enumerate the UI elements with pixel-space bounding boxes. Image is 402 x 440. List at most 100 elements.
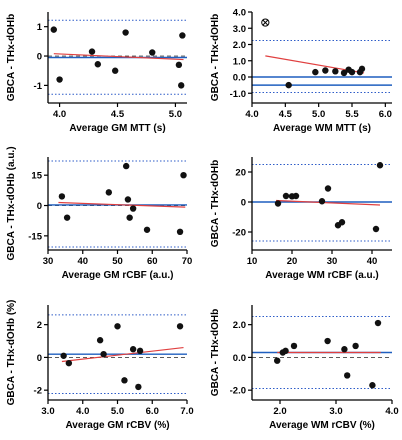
data-point bbox=[129, 205, 137, 212]
y-tick-label: 3.0 bbox=[233, 24, 246, 35]
y-tick-label: -15 bbox=[28, 231, 42, 242]
data-point bbox=[122, 162, 130, 170]
y-axis-label: GBCA - THx-dOHb bbox=[210, 160, 221, 247]
x-tick-label: 60 bbox=[147, 256, 158, 267]
panel-6: -2.0 0.0 2.0 2.0 3.0 4.0 Average WM rCBV (%) GB… bbox=[210, 305, 399, 431]
x-tick-label: 5.5 bbox=[345, 109, 359, 120]
data-point bbox=[63, 214, 71, 221]
x-tick-label: 3.0 bbox=[41, 406, 54, 417]
y-tick-label: 0 bbox=[241, 198, 246, 209]
x-axis-label: Average GM rCBV (%) bbox=[65, 420, 169, 431]
data-point bbox=[322, 67, 329, 74]
y-tick-label: 1.0 bbox=[233, 56, 246, 67]
x-tick-label: 7.0 bbox=[180, 406, 193, 417]
data-point bbox=[274, 200, 282, 207]
data-point bbox=[282, 347, 289, 355]
data-point bbox=[324, 337, 331, 345]
data-point bbox=[149, 49, 156, 56]
x-tick-label: 3.0 bbox=[329, 406, 342, 417]
regression-line bbox=[275, 199, 381, 206]
y-tick-label: 2.0 bbox=[233, 40, 246, 51]
y-tick-label: -2.0 bbox=[230, 386, 246, 397]
panel-5: -2 0 2 3.0 4.0 5.0 6.0 7.0 Average GM rCBV (%) GB… bbox=[6, 300, 194, 431]
data-point bbox=[332, 68, 339, 75]
panel-1: -1 0 1 4.0 4.5 5.0 Average GM MTT (s) GBCA - TH… bbox=[6, 12, 187, 134]
data-point bbox=[58, 193, 66, 200]
data-point bbox=[340, 69, 348, 77]
y-axis-label: GBCA - THx-dOHb bbox=[6, 14, 17, 101]
x-tick-label: 5.0 bbox=[111, 406, 124, 417]
data-point bbox=[65, 359, 73, 367]
x-tick-label: 40 bbox=[367, 256, 378, 267]
x-tick-label: 50 bbox=[112, 256, 123, 267]
y-tick-label: -1 bbox=[34, 81, 43, 92]
y-tick-label: -20 bbox=[232, 228, 246, 239]
data-point bbox=[285, 81, 292, 89]
x-tick-label: 6.0 bbox=[146, 406, 159, 417]
x-tick-label: 4.5 bbox=[279, 109, 293, 120]
outlier-cross bbox=[262, 19, 269, 26]
data-point bbox=[124, 196, 132, 203]
x-tick-label: 30 bbox=[43, 256, 54, 267]
data-point bbox=[94, 61, 102, 68]
data-point bbox=[100, 350, 107, 358]
y-tick-label: 2.0 bbox=[233, 320, 246, 331]
data-point bbox=[312, 68, 319, 76]
data-point bbox=[358, 65, 366, 73]
x-axis-label: Average WM rCBV (%) bbox=[269, 420, 375, 431]
regression-line bbox=[61, 346, 184, 363]
x-axis-label: Average GM MTT (s) bbox=[69, 123, 165, 134]
panel-4: -20 0 20 10 20 30 40 Average WM rCBF (a.u.) GBCA… bbox=[210, 157, 392, 281]
data-point bbox=[129, 346, 137, 353]
data-point bbox=[341, 346, 348, 353]
x-tick-label: 20 bbox=[287, 256, 298, 267]
data-point bbox=[374, 319, 382, 327]
y-tick-label: 0.0 bbox=[233, 353, 246, 364]
y-axis-label: GBCA - THx-dOHb bbox=[210, 309, 221, 396]
regression-line bbox=[53, 53, 184, 61]
y-tick-label: 0.0 bbox=[233, 73, 246, 84]
data-point bbox=[105, 189, 113, 196]
data-point bbox=[136, 347, 144, 355]
data-point bbox=[338, 219, 346, 226]
y-tick-label: 1 bbox=[37, 22, 43, 33]
data-point bbox=[274, 357, 281, 364]
data-point bbox=[369, 382, 376, 389]
data-point bbox=[143, 226, 151, 233]
x-tick-label: 5.0 bbox=[169, 109, 182, 120]
x-axis-label: Average WM MTT (s) bbox=[273, 123, 371, 134]
y-tick-label: 20 bbox=[235, 168, 246, 179]
data-point bbox=[114, 323, 121, 330]
data-point bbox=[292, 192, 300, 200]
y-tick-label: -2 bbox=[34, 386, 42, 397]
data-point bbox=[348, 68, 356, 76]
y-axis-label: GBCA - THx-dOHb (a.u.) bbox=[6, 146, 17, 260]
x-tick-label: 4.0 bbox=[385, 406, 398, 417]
data-point bbox=[175, 61, 183, 69]
data-point bbox=[290, 342, 298, 350]
data-point bbox=[178, 82, 185, 89]
regression-line bbox=[58, 201, 186, 208]
data-point bbox=[282, 192, 290, 200]
data-point bbox=[376, 162, 384, 169]
y-tick-label: 0 bbox=[37, 201, 42, 212]
data-point bbox=[122, 29, 129, 36]
data-point bbox=[179, 32, 186, 39]
x-tick-label: 4.5 bbox=[111, 109, 125, 120]
y-tick-label: 15 bbox=[31, 171, 42, 182]
data-point bbox=[126, 214, 133, 221]
x-tick-label: 40 bbox=[77, 256, 88, 267]
data-point bbox=[176, 323, 184, 330]
x-axis-label: Average WM rCBF (a.u.) bbox=[265, 270, 379, 281]
y-tick-label: 0 bbox=[37, 52, 42, 63]
x-tick-label: 4.0 bbox=[245, 109, 258, 120]
data-point bbox=[121, 377, 128, 384]
x-tick-label: 10 bbox=[247, 256, 258, 267]
x-tick-label: 4.0 bbox=[53, 109, 66, 120]
y-tick-label: 4.0 bbox=[233, 8, 246, 19]
panel-2: -1.0 0.0 1.0 2.0 3.0 4.0 4.0 4.5 5.0 5.5 6.0 Averag… bbox=[210, 8, 392, 134]
x-tick-label: 5.0 bbox=[312, 109, 325, 120]
panel-3: -15 0 15 30 40 50 60 70 Average GM rCBF (a.u.) GB… bbox=[6, 146, 192, 281]
x-tick-label: 70 bbox=[182, 256, 193, 267]
data-point bbox=[50, 26, 57, 33]
